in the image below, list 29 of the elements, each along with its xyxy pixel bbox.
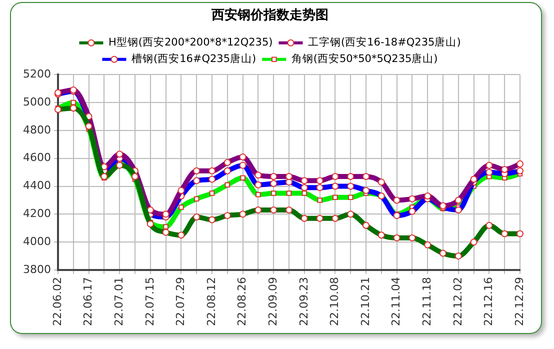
- y-tick-label: 5000: [22, 95, 51, 108]
- x-tick-label: 22.06.17: [82, 277, 95, 326]
- x-tick-label: 22.12.16: [482, 277, 496, 326]
- y-tick-label: 5200: [22, 67, 51, 80]
- x-tick-label: 22.07.15: [143, 277, 156, 326]
- x-tick-label: 22.07.29: [174, 277, 188, 326]
- x-tick-label: 22.08.12: [204, 277, 218, 326]
- x-tick-label: 22.07.01: [112, 277, 126, 326]
- y-tick-label: 4600: [22, 151, 51, 164]
- y-tick-label: 4000: [22, 234, 51, 248]
- x-tick-label: 22.12.29: [512, 277, 526, 326]
- x-tick-label: 22.11.18: [420, 277, 434, 326]
- chart-title: 西安钢价指数走势图: [210, 7, 328, 24]
- legend-label: H型钢(西安200*200*8*12Q235): [108, 36, 273, 49]
- y-tick-label: 4800: [22, 123, 51, 136]
- x-tick-label: 22.09.23: [297, 277, 310, 326]
- x-tick-label: 22.11.04: [390, 277, 403, 326]
- x-tick-label: 22.08.26: [236, 277, 249, 326]
- y-tick-label: 3800: [22, 262, 51, 276]
- x-tick-label: 22.10.08: [328, 277, 342, 326]
- legend-label: 工字钢(西安16-18#Q235唐山): [308, 36, 461, 49]
- y-tick-label: 4400: [22, 179, 51, 192]
- x-tick-label: 22.10.21: [358, 277, 372, 326]
- legend-label: 槽钢(西安16#Q235唐山): [131, 52, 256, 66]
- x-tick-label: 22.09.09: [266, 277, 280, 326]
- y-tick-label: 4200: [22, 207, 51, 220]
- x-tick-label: 22.12.02: [451, 277, 464, 326]
- x-tick-label: 22.06.02: [50, 277, 64, 326]
- legend-label: 角钢(西安50*50*5Q235唐山): [291, 52, 438, 66]
